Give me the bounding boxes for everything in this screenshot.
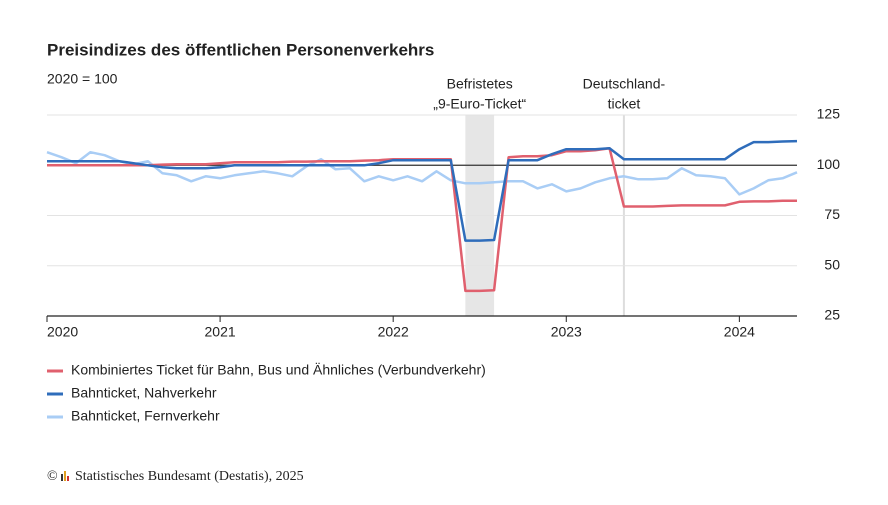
source-icon <box>61 471 69 481</box>
series-line <box>46 150 798 196</box>
chart-title: Preisindizes des öffentlichen Personenve… <box>47 40 434 59</box>
annotation: „9-Euro-Ticket“ <box>433 96 526 112</box>
annotation: ticket <box>608 96 641 112</box>
annotation: Befristetes <box>447 76 513 92</box>
y-tick-label: 100 <box>817 156 841 172</box>
x-tick-label: 2020 <box>47 324 78 340</box>
chart-subtitle: 2020 = 100 <box>47 71 118 87</box>
y-tick-label: 50 <box>824 256 840 272</box>
annotation: Deutschland- <box>583 76 666 92</box>
x-tick-label: 2022 <box>378 324 409 340</box>
legend-label: Bahnticket, Fernverkehr <box>71 408 220 424</box>
x-tick-label: 2024 <box>724 324 755 340</box>
x-tick-label: 2023 <box>551 324 582 340</box>
source: Statistisches Bundesamt (Destatis), 2025 <box>75 469 304 484</box>
legend-label: Bahnticket, Nahverkehr <box>71 385 217 401</box>
legend-label: Kombiniertes Ticket für Bahn, Bus und Äh… <box>71 362 486 378</box>
y-tick-label: 25 <box>824 307 840 323</box>
y-tick-label: 75 <box>824 206 840 222</box>
x-tick-label: 2021 <box>205 324 236 340</box>
y-tick-label: 125 <box>817 106 841 122</box>
series-line <box>47 139 798 242</box>
copyright: © <box>47 469 58 484</box>
